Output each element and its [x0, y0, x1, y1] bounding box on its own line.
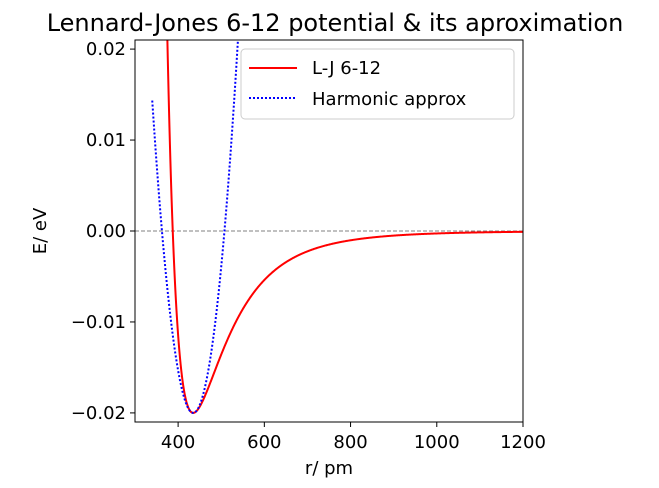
legend-label-harmonic: Harmonic approx: [312, 89, 467, 110]
x-tick-label: 1000: [414, 432, 460, 453]
legend: L-J 6-12 Harmonic approx: [240, 48, 515, 120]
series-line-harmonic: [151, 40, 239, 414]
y-tick-label: −0.02: [71, 403, 126, 424]
x-tick-label: 1200: [500, 432, 546, 453]
x-tick-label: 800: [333, 432, 367, 453]
y-axis-label: E/ eV: [30, 207, 51, 254]
y-tick-label: −0.01: [71, 312, 126, 333]
x-axis-label: r/ pm: [305, 458, 353, 479]
legend-label-lj: L-J 6-12: [312, 58, 381, 79]
legend-box: [240, 48, 515, 120]
chart-title: Lennard-Jones 6-12 potential & its aprox…: [47, 9, 624, 37]
series-line-lj: [166, 40, 523, 414]
y-tick-label: 0.00: [86, 221, 126, 242]
y-tick-label: 0.01: [86, 130, 126, 151]
x-tick-label: 400: [161, 432, 195, 453]
y-axis: −0.02 −0.01 0.00 0.01 0.02: [71, 39, 135, 424]
x-axis: 400 600 800 1000 1200: [161, 422, 546, 453]
y-tick-label: 0.02: [86, 39, 126, 60]
x-tick-label: 600: [247, 432, 281, 453]
